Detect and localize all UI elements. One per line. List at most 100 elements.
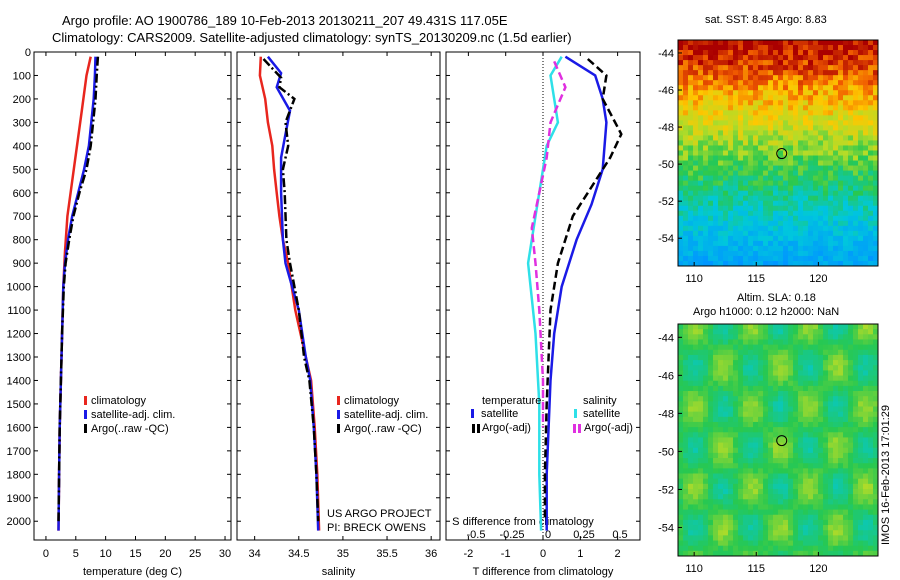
heatmap-cell xyxy=(683,140,689,146)
heatmap-cell xyxy=(833,150,839,156)
heatmap-cell xyxy=(768,155,774,161)
heatmap-cell xyxy=(843,180,849,187)
heatmap-cell xyxy=(768,40,774,46)
heatmap-cell xyxy=(853,250,859,257)
heatmap-cell xyxy=(803,499,809,505)
heatmap-cell xyxy=(713,45,719,51)
heatmap-cell xyxy=(828,432,834,438)
heatmap-cell xyxy=(728,370,734,376)
heatmap-cell xyxy=(723,452,729,459)
heatmap-cell xyxy=(698,215,704,222)
legend-label-climatology: climatology xyxy=(344,395,400,407)
heatmap-cell xyxy=(678,145,684,151)
heatmap-cell xyxy=(763,442,769,449)
heatmap-cell xyxy=(753,360,759,366)
heatmap-cell xyxy=(853,545,859,552)
heatmap-cell xyxy=(798,509,804,516)
heatmap-cell xyxy=(713,545,719,552)
heatmap-cell xyxy=(843,473,849,480)
heatmap-cell xyxy=(748,370,754,376)
heatmap-cell xyxy=(793,494,799,500)
heatmap-cell xyxy=(818,205,824,212)
heatmap-cell xyxy=(693,349,699,356)
heatmap-cell xyxy=(863,447,869,454)
heatmap-cell xyxy=(718,125,724,131)
heatmap-cell xyxy=(773,447,779,454)
heatmap-cell xyxy=(743,185,749,192)
heatmap-cell xyxy=(828,519,834,526)
heatmap-cell xyxy=(693,60,699,66)
heatmap-cell xyxy=(803,375,809,382)
heatmap-cell xyxy=(778,215,784,222)
heatmap-cell xyxy=(748,334,754,340)
heatmap-cell xyxy=(858,115,864,121)
heatmap-cell xyxy=(848,210,854,217)
heatmap-cell xyxy=(828,215,834,222)
heatmap-cell xyxy=(853,530,859,536)
heatmap-cell xyxy=(743,334,749,340)
heatmap-cell xyxy=(758,452,764,459)
heatmap-cell xyxy=(758,185,764,192)
heatmap-cell xyxy=(853,195,859,202)
heatmap-cell xyxy=(793,509,799,516)
heatmap-cell xyxy=(748,380,754,387)
heatmap-cell xyxy=(833,175,839,182)
heatmap-cell xyxy=(678,245,684,252)
heatmap-cell xyxy=(748,60,754,66)
heatmap-cell xyxy=(808,175,814,182)
heatmap-cell xyxy=(748,365,754,371)
heatmap-cell xyxy=(693,45,699,51)
heatmap-cell xyxy=(873,339,879,346)
heatmap-cell xyxy=(703,115,709,121)
heatmap-cell xyxy=(698,360,704,366)
heatmap-cell xyxy=(823,130,829,136)
heatmap-cell xyxy=(858,200,864,207)
heatmap-cell xyxy=(818,473,824,480)
heatmap-cell xyxy=(718,45,724,51)
heatmap-cell xyxy=(793,175,799,182)
heatmap-cell xyxy=(838,120,844,126)
heatmap-cell xyxy=(678,488,684,495)
heatmap-cell xyxy=(748,190,754,197)
heatmap-cell xyxy=(693,421,699,428)
heatmap-cell xyxy=(683,380,689,387)
heatmap-cell xyxy=(713,411,719,418)
heatmap-cell xyxy=(733,170,739,176)
heatmap-cell xyxy=(728,130,734,136)
heatmap-cell xyxy=(693,70,699,76)
heatmap-cell xyxy=(793,70,799,76)
heatmap-cell xyxy=(828,245,834,252)
heatmap-cell xyxy=(793,125,799,131)
heatmap-cell xyxy=(848,494,854,500)
heatmap-cell xyxy=(768,75,774,81)
heatmap-cell xyxy=(873,155,879,161)
heatmap-cell xyxy=(793,334,799,340)
heatmap-cell xyxy=(688,344,694,351)
heatmap-cell xyxy=(698,60,704,66)
heatmap-cell xyxy=(753,175,759,182)
heatmap-cell xyxy=(873,324,879,330)
heatmap-cell xyxy=(863,530,869,536)
heatmap-cell xyxy=(783,120,789,126)
heatmap-cell xyxy=(738,55,744,61)
heatmap-cell xyxy=(718,478,724,485)
heatmap-cell xyxy=(833,463,839,469)
heatmap-cell xyxy=(733,100,739,106)
heatmap-cell xyxy=(758,406,764,413)
heatmap-cell xyxy=(693,329,699,335)
heatmap-cell xyxy=(813,235,819,242)
project-credit: US ARGO PROJECT xyxy=(327,508,432,520)
heatmap-cell xyxy=(688,324,694,330)
heatmap-cell xyxy=(798,165,804,171)
heatmap-cell xyxy=(863,150,869,156)
heatmap-cell xyxy=(748,250,754,257)
heatmap-cell xyxy=(748,360,754,366)
heatmap-cell xyxy=(683,494,689,500)
heatmap-cell xyxy=(688,60,694,66)
heatmap-cell xyxy=(823,165,829,171)
heatmap-cell xyxy=(688,190,694,197)
heatmap-cell xyxy=(853,494,859,500)
heatmap-cell xyxy=(683,125,689,131)
heatmap-cell xyxy=(753,349,759,356)
heatmap-cell xyxy=(723,478,729,485)
